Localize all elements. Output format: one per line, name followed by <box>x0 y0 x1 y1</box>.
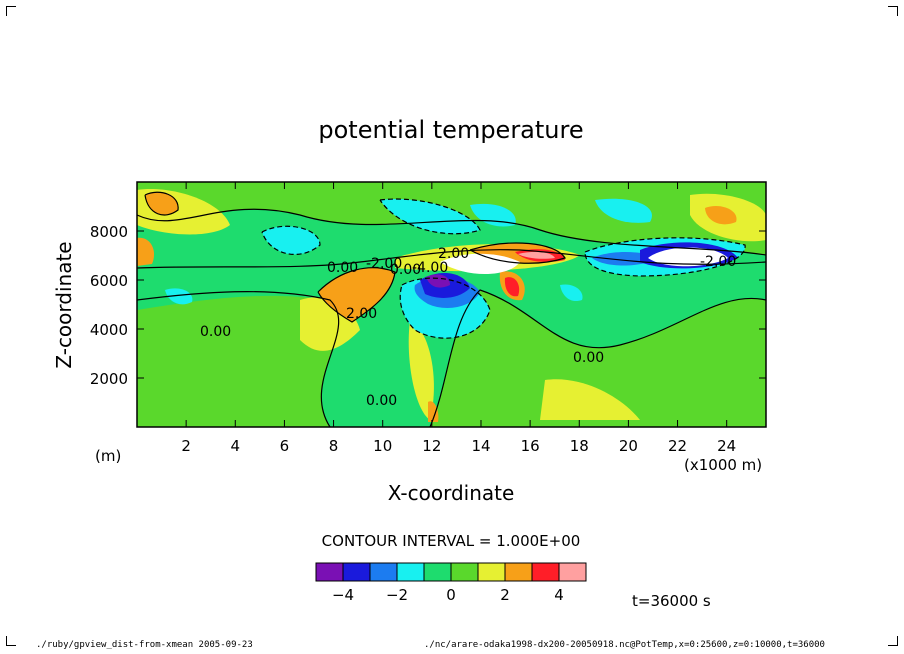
colorbar-swatch <box>315 562 344 582</box>
y-units-label: (m) <box>95 447 121 465</box>
contour-label: -4.00 <box>412 260 448 276</box>
contour-line <box>144 191 179 216</box>
contour-label: 2.00 <box>438 246 469 262</box>
x-tick-label: 14 <box>471 437 490 455</box>
plot-frame <box>136 181 767 428</box>
x-tick-label: 20 <box>619 437 638 455</box>
corner-mark <box>6 636 16 646</box>
contour-line <box>137 208 766 256</box>
orange-region <box>428 401 439 422</box>
contour-label: 0.00 <box>390 262 421 278</box>
contour-line <box>379 198 481 235</box>
cyan-region <box>262 226 320 255</box>
contour-line <box>429 289 766 427</box>
x-tick-label: 2 <box>181 437 191 455</box>
negative-contour-lines <box>261 198 746 339</box>
colorbar-tick-label: −2 <box>386 586 408 604</box>
yellow-region <box>540 379 640 420</box>
cyan-region <box>165 288 193 305</box>
colorbar-swatch <box>369 562 398 582</box>
time-label: t=36000 s <box>632 592 711 610</box>
colorbar-swatch <box>477 562 506 582</box>
contour-label: 2.00 <box>346 306 377 322</box>
colorbar-swatch <box>396 562 425 582</box>
footer-left: ./ruby/gpview_dist-from-xmean 2005-09-23 <box>36 640 253 650</box>
purple-region <box>426 274 450 288</box>
white-region <box>648 247 728 267</box>
y-tick-label: 4000 <box>90 321 128 339</box>
colorbar-tick-label: 4 <box>554 586 564 604</box>
y-tick-label: 2000 <box>90 370 128 388</box>
contour-lines <box>137 191 766 427</box>
corner-mark <box>888 636 898 646</box>
contour-line <box>137 291 340 427</box>
colorbar-swatch <box>531 562 560 582</box>
y-tick-label: 6000 <box>90 272 128 290</box>
orange-region <box>705 205 737 225</box>
cyan-region <box>470 203 516 227</box>
colorbar: −4 −2 0 2 4 <box>315 562 587 604</box>
x-tick-label: 16 <box>521 437 540 455</box>
colorbar-swatch <box>504 562 533 582</box>
white-region <box>440 253 520 275</box>
cyan-region <box>595 198 652 223</box>
colorbar-swatch <box>342 562 371 582</box>
x-axis-label: X-coordinate <box>388 481 515 505</box>
x-units-label: (x1000 m) <box>684 456 762 474</box>
x-tick-label: 10 <box>373 437 392 455</box>
green-region <box>137 295 339 427</box>
y-axis-label: Z-coordinate <box>52 241 76 368</box>
corner-mark <box>6 6 16 16</box>
green-region <box>430 290 766 427</box>
x-tick-label: 22 <box>668 437 687 455</box>
cyan-region <box>380 199 480 234</box>
pink-region <box>518 251 555 259</box>
contour-line <box>584 237 746 277</box>
contour-label: 0.00 <box>200 324 231 340</box>
x-tick-label: 24 <box>717 437 736 455</box>
corner-mark <box>888 6 898 16</box>
red-region <box>504 277 520 297</box>
x-tick-label: 4 <box>231 437 241 455</box>
contour-line <box>399 277 491 339</box>
contour-field <box>137 182 766 427</box>
colorbar-swatch <box>558 562 587 582</box>
chart-title: potential temperature <box>318 116 583 144</box>
contour-line <box>261 225 321 255</box>
contour-label: -2.00 <box>366 256 402 272</box>
yellow-region <box>408 320 434 420</box>
x-tick-label: 18 <box>570 437 589 455</box>
contour-interval: CONTOUR INTERVAL = 1.000E+00 <box>322 532 581 550</box>
colorbar-tick-label: −4 <box>332 586 354 604</box>
colorbar-tick-label: 0 <box>446 586 456 604</box>
contour-labels: 0.00 0.00 0.00 0.00 0.00 2.00 2.00 -2.00… <box>200 246 736 409</box>
contour-line <box>469 242 566 264</box>
contour-label: 0.00 <box>366 393 397 409</box>
colorbar-swatch <box>423 562 452 582</box>
orange-region <box>137 237 155 266</box>
x-tick-label: 8 <box>329 437 339 455</box>
contour-line <box>317 267 396 323</box>
contour-line <box>137 249 766 269</box>
cyan-region <box>560 284 583 302</box>
orange-region <box>145 192 179 215</box>
contour-label: 0.00 <box>327 260 358 276</box>
x-tick-label: 12 <box>422 437 441 455</box>
contour-label: 0.00 <box>573 350 604 366</box>
orange-region <box>318 267 395 322</box>
x-tick-label: 6 <box>280 437 290 455</box>
colorbar-swatch <box>450 562 479 582</box>
footer-right: ./nc/arare-odaka1998-dx200-20050918.nc@P… <box>424 640 825 650</box>
y-tick-label: 8000 <box>90 223 128 241</box>
contour-label: -2.00 <box>700 254 736 270</box>
colorbar-tick-label: 2 <box>500 586 510 604</box>
